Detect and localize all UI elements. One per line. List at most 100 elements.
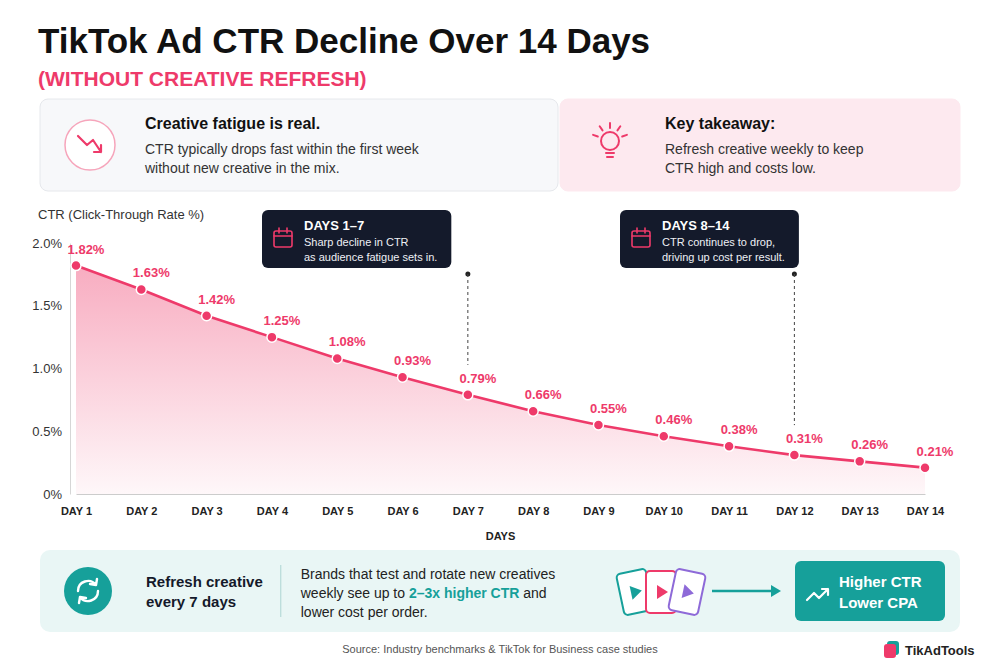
marker (528, 406, 538, 416)
card-title: Creative fatigue is real. (145, 115, 320, 132)
x-tick-label: DAY 4 (257, 505, 289, 517)
annotation-title: DAYS 8–14 (662, 218, 730, 233)
data-labels: 1.82%1.63%1.42%1.25%1.08%0.93%0.79%0.66%… (68, 242, 954, 459)
annotation: DAYS 8–14 CTR continues to drop, driving u… (620, 210, 799, 425)
marker (136, 284, 146, 294)
data-label: 0.38% (721, 422, 758, 437)
y-tick-label: 0.5% (32, 424, 62, 439)
x-tick: DAY 14 (907, 494, 945, 517)
data-label: 1.25% (263, 313, 300, 328)
banner-text: Brands that test and rotate new creative… (301, 566, 555, 582)
icon-card-play (657, 585, 668, 599)
card: Key takeaway:Refresh creative weekly to … (560, 99, 960, 191)
x-tick: DAY 12 (776, 494, 813, 517)
y-tick: 1.5% (32, 298, 70, 313)
annotation-leader (467, 274, 468, 365)
y-tick: 2.0% (32, 236, 70, 251)
banner-text: lower cost per order. (301, 604, 428, 620)
annotation-text: as audience fatigue sets in. (304, 251, 437, 263)
infographic: TikTok Ad CTR Decline Over 14 Days (WITHO… (0, 0, 1000, 667)
icon-card-play (630, 584, 644, 600)
card-text: Refresh creative weekly to keep (665, 141, 864, 157)
source: Source: Industry benchmarks & TikTok for… (342, 643, 658, 655)
icon-calendar-detail (274, 228, 292, 236)
x-tick-label: DAY 14 (907, 505, 945, 517)
logo-text: TikAdTools (905, 643, 975, 658)
annotation-text: CTR continues to drop, (662, 236, 775, 248)
x-tick: DAY 8 (518, 494, 549, 517)
icon-creatives (616, 568, 706, 615)
banner-background (40, 550, 960, 632)
card-background (560, 99, 960, 191)
annotation-leader (794, 274, 795, 425)
marker (659, 431, 669, 441)
y-axis: 0% 0.5% 1.0% 1.5% 2.0% (32, 236, 70, 502)
annotation-text: driving up cost per result. (662, 251, 785, 263)
x-tick-label: DAY 9 (583, 505, 614, 517)
card-text: CTR typically drops fast within the firs… (145, 141, 420, 157)
icon-bulb-ray (622, 135, 627, 137)
marker (71, 261, 81, 271)
banner-emphasis: 2–3x higher CTR (409, 585, 519, 601)
data-label: 1.63% (133, 265, 170, 280)
y-axis-title: CTR (Click-Through Rate %) (38, 207, 204, 222)
icon-ring (65, 120, 115, 170)
banner-text-part: and (519, 585, 546, 601)
x-tick: DAY 7 (453, 494, 484, 517)
icon-bulb-base (606, 153, 614, 157)
annotation-text: Sharp decline in CTR (304, 236, 409, 248)
x-tick: DAY 2 (126, 494, 157, 517)
y-tick: 1.0% (32, 361, 70, 376)
area (76, 266, 925, 494)
x-tick: DAY 6 (387, 494, 418, 517)
icon-refresh-circle (64, 567, 112, 615)
x-tick-label: DAY 13 (842, 505, 879, 517)
icon-refresh (78, 579, 98, 603)
line (76, 266, 925, 468)
banner-text: weekly see up to 2–3x higher CTR and (300, 585, 547, 601)
x-tick: DAY 11 (711, 494, 748, 517)
data-label: 0.79% (459, 371, 496, 386)
data-label: 0.31% (786, 431, 823, 446)
annotation: DAYS 1–7Sharp decline in CTRas audience … (262, 210, 470, 365)
title: TikTok Ad CTR Decline Over 14 Days (38, 21, 650, 60)
banner-heading: every 7 days (146, 593, 236, 610)
icon-calendar (274, 231, 292, 247)
arrow-line (712, 590, 775, 593)
banner-divider (280, 565, 281, 617)
subtitle: (WITHOUT CREATIVE REFRESH) (38, 67, 367, 90)
y-tick-label: 2.0% (32, 236, 62, 251)
data-label: 0.21% (917, 444, 954, 459)
x-tick-label: DAY 7 (453, 505, 484, 517)
x-tick: DAY 13 (842, 494, 879, 517)
icon-bulb (601, 132, 619, 150)
banner-text-part: Brands that test and rotate new creative… (301, 566, 555, 582)
icon-trend-down (78, 136, 101, 152)
y-axis-line (70, 244, 71, 495)
badge-background (795, 561, 945, 621)
y-tick-label: 1.0% (32, 361, 62, 376)
marker (593, 420, 603, 430)
icon-bulb-ray (593, 135, 598, 137)
x-tick-label: DAY 3 (192, 505, 223, 517)
icon-card-frame (668, 568, 706, 615)
y-tick: 0% (43, 487, 70, 502)
x-tick: DAY 4 (257, 494, 289, 517)
data-label: 1.82% (68, 242, 105, 257)
plot-area (71, 261, 930, 494)
marker (332, 353, 342, 363)
y-tick-label: 1.5% (32, 298, 62, 313)
banner: Refresh creative every 7 days Brands that … (40, 550, 960, 632)
data-label: 0.93% (394, 353, 431, 368)
marker (920, 463, 930, 473)
x-tick-label: DAY 11 (711, 505, 748, 517)
marker (202, 311, 212, 321)
banner-text-part: lower cost per order. (301, 604, 428, 620)
icon-calendar-detail (632, 228, 650, 236)
badge-text: Lower CPA (839, 594, 918, 611)
x-tick-label: DAY 2 (126, 505, 157, 517)
logo-mark-front (884, 644, 896, 658)
data-label: 1.08% (329, 334, 366, 349)
banner-heading: Refresh creative (146, 573, 263, 590)
x-tick: DAY 5 (322, 494, 353, 517)
